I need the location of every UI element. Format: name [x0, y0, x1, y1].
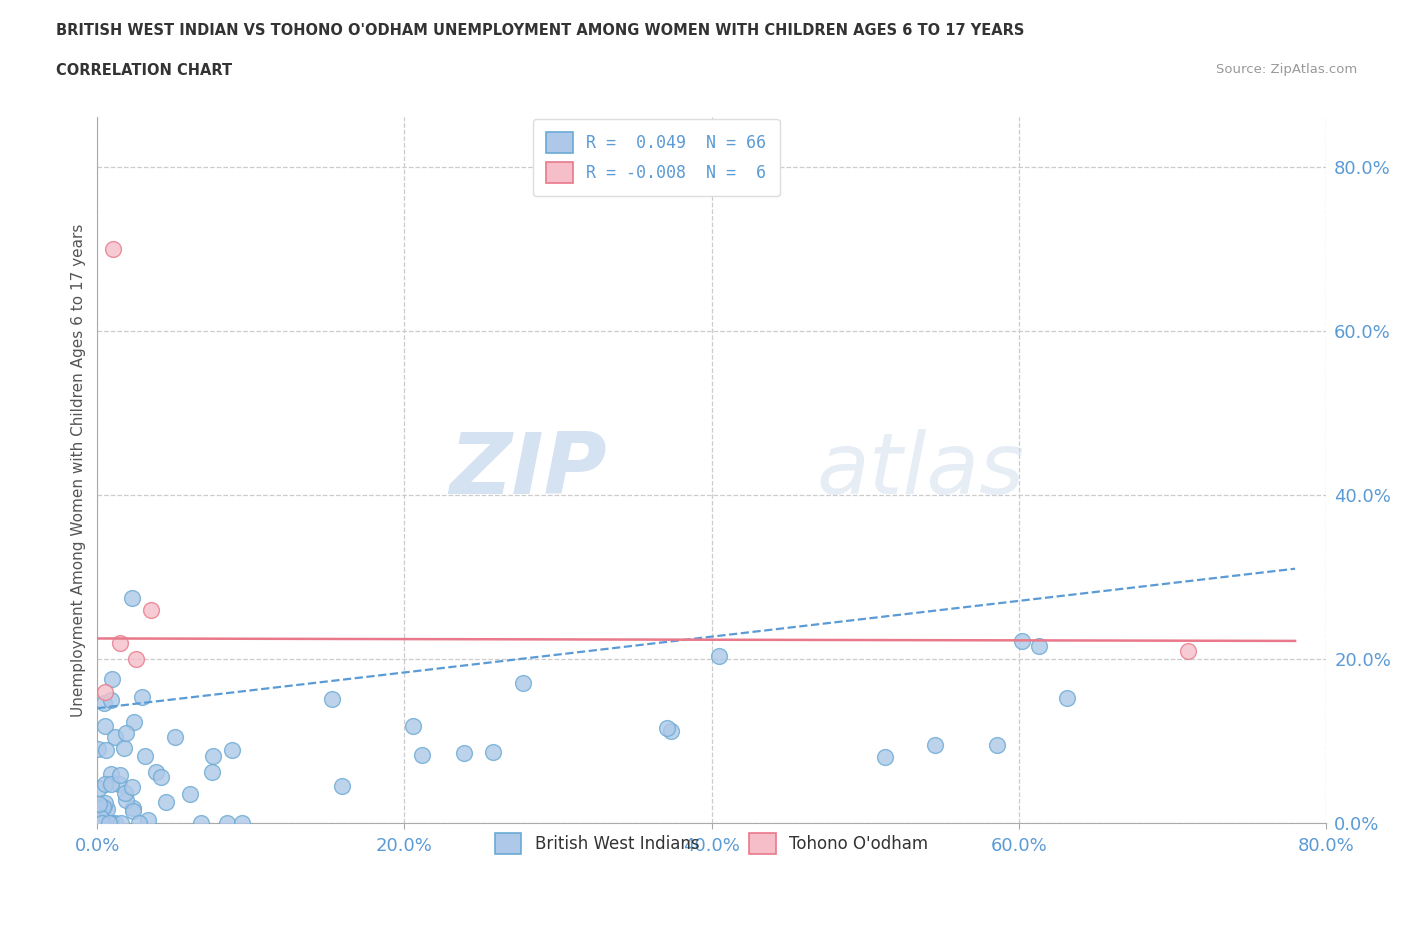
Point [108, 768, 131, 783]
Point [707, 649, 730, 664]
Point [93, 777, 115, 791]
Text: atlas: atlas [815, 429, 1024, 512]
Point [128, 816, 150, 830]
Point [91, 800, 114, 815]
Point [94, 718, 117, 733]
Point [1011, 633, 1033, 648]
Point [330, 778, 353, 793]
Text: BRITISH WEST INDIAN VS TOHONO O'ODHAM UNEMPLOYMENT AMONG WOMEN WITH CHILDREN AGE: BRITISH WEST INDIAN VS TOHONO O'ODHAM UN… [56, 23, 1025, 38]
Point [93, 800, 115, 815]
Point [482, 745, 505, 760]
Point [89, 809, 111, 824]
Point [136, 813, 159, 828]
Point [453, 745, 475, 760]
Point [924, 737, 946, 752]
Point [100, 693, 122, 708]
Point [321, 691, 343, 706]
Point [121, 590, 143, 604]
Point [112, 740, 135, 755]
Point [89, 816, 111, 830]
Point [873, 750, 896, 764]
Point [131, 690, 153, 705]
Point [145, 764, 167, 779]
Point [125, 652, 148, 667]
Point [110, 816, 132, 830]
Point [96, 802, 118, 817]
Point [87, 741, 110, 756]
Text: Source: ZipAtlas.com: Source: ZipAtlas.com [1216, 63, 1357, 76]
Point [134, 749, 156, 764]
Point [93, 696, 115, 711]
Point [200, 764, 222, 779]
Point [100, 767, 122, 782]
Point [155, 794, 177, 809]
Point [94, 742, 117, 757]
Point [115, 792, 138, 807]
Point [121, 779, 143, 794]
Point [655, 720, 678, 735]
Point [122, 714, 145, 729]
Point [215, 816, 238, 830]
Point [114, 725, 136, 740]
Point [122, 804, 145, 818]
Point [104, 729, 127, 744]
Point [97, 816, 120, 830]
Point [100, 777, 122, 791]
Legend: British West Indians, Tohono O'odham: British West Indians, Tohono O'odham [481, 819, 942, 868]
Point [94, 684, 117, 699]
Point [100, 671, 122, 686]
Point [221, 743, 243, 758]
Point [114, 786, 136, 801]
Point [121, 800, 143, 815]
Point [89, 780, 111, 795]
Point [190, 816, 212, 830]
Point [90, 811, 112, 826]
Point [100, 816, 122, 830]
Point [163, 729, 186, 744]
Point [411, 748, 433, 763]
Point [94, 796, 117, 811]
Point [1028, 638, 1050, 653]
Point [986, 737, 1008, 752]
Point [91, 816, 114, 830]
Point [108, 777, 131, 791]
Point [659, 724, 682, 738]
Point [149, 770, 172, 785]
Text: CORRELATION CHART: CORRELATION CHART [56, 63, 232, 78]
Point [139, 603, 162, 618]
Point [1177, 644, 1199, 658]
Point [1056, 690, 1078, 705]
Point [110, 635, 132, 650]
Y-axis label: Unemployment Among Women with Children Ages 6 to 17 years: Unemployment Among Women with Children A… [72, 223, 86, 717]
Point [104, 816, 127, 830]
Point [231, 816, 253, 830]
Point [87, 796, 110, 811]
Point [201, 749, 224, 764]
Point [402, 719, 425, 734]
Point [512, 676, 534, 691]
Text: ZIP: ZIP [450, 429, 607, 512]
Point [179, 787, 201, 802]
Point [101, 241, 124, 256]
